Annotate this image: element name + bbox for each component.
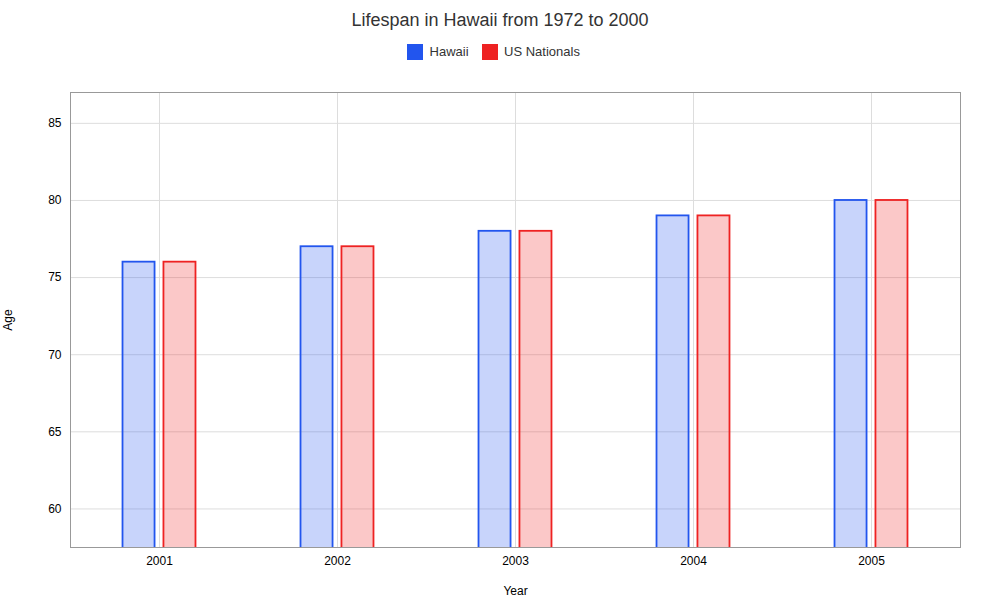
svg-text:60: 60 [48, 501, 62, 515]
svg-text:2003: 2003 [502, 554, 529, 568]
svg-text:70: 70 [48, 347, 62, 361]
svg-text:75: 75 [48, 270, 62, 284]
svg-text:65: 65 [48, 424, 62, 438]
svg-text:85: 85 [48, 116, 62, 130]
svg-text:2004: 2004 [680, 554, 707, 568]
svg-text:Year: Year [503, 583, 527, 597]
svg-text:2001: 2001 [146, 554, 173, 568]
svg-text:80: 80 [48, 193, 62, 207]
html-text:US Nationals: US Nationals [504, 44, 580, 59]
html-text:Lifespan in Hawaii from 1972 t: Lifespan in Hawaii from 1972 to 2000 [351, 10, 649, 30]
html-text:Hawaii: Hawaii [429, 44, 469, 59]
svg-text:2002: 2002 [324, 554, 351, 568]
svg-text:Age: Age [1, 309, 15, 331]
svg-text:2005: 2005 [858, 554, 885, 568]
